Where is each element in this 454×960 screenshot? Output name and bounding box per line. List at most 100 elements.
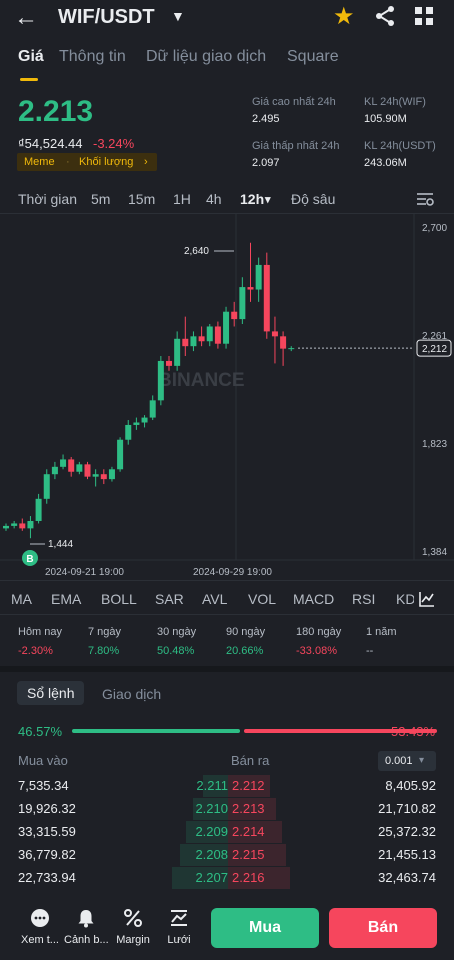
ind-boll[interactable]: BOLL [101,591,137,607]
tag-volume[interactable]: Khối lượng [79,156,134,168]
candle-body [11,523,18,526]
tf-time[interactable]: Thời gian [18,191,77,207]
price-chart[interactable]: BINANCE 2,212 2,700 2,261 1,823 1,384 20… [0,214,454,580]
chart-settings-icon[interactable] [416,191,434,207]
indicator-divider [0,580,454,581]
sell-button[interactable]: Bán [329,908,437,948]
price-step-select[interactable]: 0.001 ▾ [378,751,436,771]
candle-body [51,466,58,475]
perf-value: 20.66% [226,645,264,657]
bid-price: 2.207 [195,870,228,885]
last-price-label: 2,212 [422,344,447,355]
candle-body [206,326,213,342]
fiat-price: ₫54,524.44 [18,136,83,151]
candle-body [223,311,230,344]
orderbook-row[interactable]: 19,926.32 2.210 2.213 21,710.82 [0,798,454,820]
tag-bar[interactable]: Meme · Khối lượng › [17,153,157,171]
tf-15m[interactable]: 15m [128,191,156,207]
star-icon[interactable]: ★ [333,3,355,30]
grid-icon[interactable] [414,6,434,26]
ind-ema[interactable]: EMA [51,591,82,607]
tf-1h[interactable]: 1H [173,191,191,207]
ind-vol[interactable]: VOL [248,591,277,607]
low-24h-label: Giá thấp nhất 24h [252,140,340,152]
candle-body [141,417,148,423]
tf-4h[interactable]: 4h [206,191,222,207]
ind-rsi[interactable]: RSI [352,591,376,607]
tf-depth[interactable]: Độ sâu [291,191,336,207]
tf-caret-icon[interactable]: ▾ [265,194,271,206]
ask-depth-bar [228,798,276,820]
tag-meme[interactable]: Meme [24,156,55,168]
nav-margin-label: Margin [116,934,150,946]
candle-body [182,338,189,347]
arrow-left-icon[interactable]: ← [14,4,38,31]
candle-body [255,264,262,290]
tab-trading-data[interactable]: Dữ liệu giao dịch [146,48,267,65]
tab-price[interactable]: Giá [18,48,44,65]
ask-qty: 21,710.82 [378,801,436,816]
perf-label: 180 ngày [296,626,342,638]
ask-qty: 21,455.13 [378,847,436,862]
y-tick-label: 1,823 [422,439,447,450]
ask-depth-bar [228,821,282,843]
ask-depth-bar [228,775,270,797]
chart-top-divider [0,213,454,214]
ask-qty: 8,405.92 [385,778,436,793]
buy-button[interactable]: Mua [211,908,319,948]
chat-icon [31,909,49,927]
nav-grid[interactable]: Lưới [157,908,201,946]
tab-trades[interactable]: Giao dịch [102,686,162,702]
ind-ma[interactable]: MA [11,591,32,607]
buy-marker-icon[interactable] [22,550,38,566]
share-icon[interactable] [373,4,397,28]
chart-settings-icon[interactable] [419,591,435,607]
tf-5m[interactable]: 5m [91,191,111,207]
nav-grid-label: Lưới [167,934,191,946]
candle-body [27,520,34,529]
high-24h-label: Giá cao nhất 24h [252,96,336,108]
ind-macd[interactable]: MACD [293,591,335,607]
nav-chat[interactable]: Xem t... [18,908,62,946]
chevron-right-icon: › [144,156,148,168]
perf-value: 50.48% [157,645,195,657]
ind-avl[interactable]: AVL [202,591,228,607]
bid-percent: 46.57% [18,724,63,739]
bid-qty: 33,315.59 [18,824,76,839]
nav-alert[interactable]: Cảnh b... [64,908,108,946]
grid-bot-icon [171,910,187,926]
bid-price: 2.210 [195,801,228,816]
ind-sar[interactable]: SAR [155,591,184,607]
candle-body [43,474,50,499]
candle-body [198,336,205,342]
ind-kd[interactable]: KD [396,591,414,607]
orderbook-row[interactable]: 36,779.82 2.208 2.215 21,455.13 [0,844,454,866]
section-divider [0,666,454,672]
ask-depth-bar [228,867,290,889]
orderbook-row[interactable]: 7,535.34 2.211 2.212 8,405.92 [0,775,454,797]
ask-ratio-bar [244,729,437,733]
candle-body [166,360,172,366]
candle-body [125,424,132,440]
caret-down-icon[interactable]: ▼ [171,8,185,24]
nav-alert-label: Cảnh b... [64,934,108,946]
orderbook-row[interactable]: 22,733.94 2.207 2.216 32,463.74 [0,867,454,889]
pair-title[interactable]: WIF/USDT [58,6,155,28]
chevron-down-icon: ▾ [419,755,425,766]
bid-ratio-bar [72,729,241,733]
perf-label: 90 ngày [226,626,266,638]
ask-price: 2.216 [232,870,265,885]
nav-margin[interactable]: Margin [111,908,155,946]
orderbook-row[interactable]: 33,315.59 2.209 2.214 25,372.32 [0,821,454,843]
tab-orderbook[interactable]: Sổ lệnh [17,681,85,705]
y-tick-label: 2,700 [422,223,447,234]
perf-value: -33.08% [296,645,337,657]
tab-square[interactable]: Square [287,48,339,65]
tab-info[interactable]: Thông tin [59,48,126,65]
vol-base-label: KL 24h(WIF) [364,96,426,108]
y-tick-label: 1,384 [422,547,447,558]
bid-depth-bar [203,775,228,797]
tf-12h[interactable]: 12h [240,191,265,207]
candle-body [157,360,164,401]
buy-marker-label: B [26,554,33,565]
